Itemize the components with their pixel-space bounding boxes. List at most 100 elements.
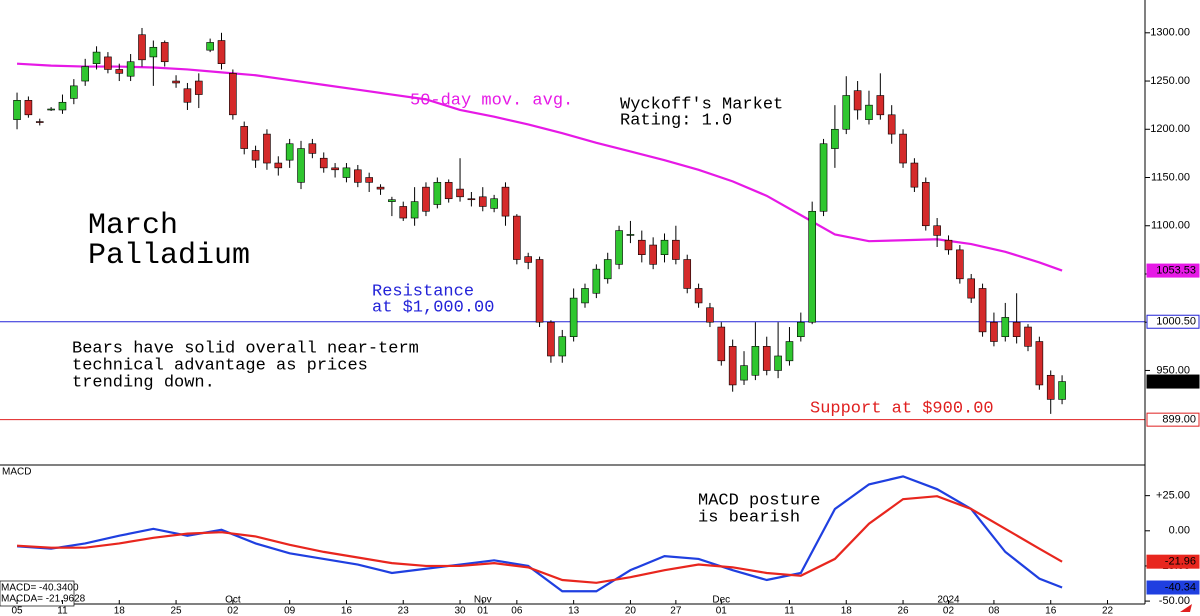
candle-body [365, 177, 373, 183]
y-tick-label: 0.00 [1169, 525, 1190, 537]
x-tick-label: 16 [341, 606, 353, 616]
candle-body [706, 307, 714, 323]
candle-body [149, 46, 158, 58]
annotation: technical advantage as prices [72, 356, 368, 375]
series-line [16, 62, 1063, 272]
candle-body [910, 162, 919, 188]
candle-body [513, 215, 521, 260]
candle-body [1012, 321, 1021, 337]
candle-body [24, 100, 33, 116]
candle-body [808, 210, 816, 323]
legend-entry: MACDA= -21.9628 [1, 594, 86, 605]
x-tick-label: 02 [227, 606, 239, 616]
candle-body [240, 126, 249, 149]
candle-body [399, 206, 408, 219]
candle-body [297, 148, 305, 183]
candle-body [104, 56, 112, 70]
legend-box [0, 580, 75, 607]
value-tag [1146, 374, 1200, 389]
value-tag [1146, 314, 1200, 329]
value-tag [1146, 580, 1200, 595]
arrow-icon [1180, 604, 1192, 612]
candle-body [501, 186, 510, 217]
candle-body [263, 133, 271, 164]
candle-body [683, 259, 692, 289]
x-tick-label: 01 [477, 606, 489, 616]
candle-body [444, 182, 453, 200]
x-tick-label: 01 [716, 606, 728, 616]
candle-body [81, 66, 89, 82]
series-line [16, 495, 1063, 584]
value-tag [1146, 554, 1200, 569]
x-tick-label: 26 [897, 606, 909, 616]
series-line [16, 475, 1063, 593]
x-tick-label: 06 [511, 606, 523, 616]
candle-body [774, 355, 782, 371]
value-tag-label: 1000.50 [1156, 316, 1196, 328]
annotation: Bears have solid overall near-term [72, 339, 419, 358]
candle-body [410, 201, 419, 219]
candle-body [183, 88, 192, 103]
x-tick-label: 13 [568, 606, 580, 616]
value-tag-label: 1053.53 [1156, 264, 1196, 276]
x-tick-label: 22 [1102, 606, 1114, 616]
x-tick-label: 25 [171, 606, 183, 616]
annotation: Support at $900.00 [810, 399, 994, 418]
candle-body [944, 239, 953, 251]
candle-body [626, 234, 635, 236]
candle-body [354, 169, 362, 183]
value-tag-label: -21.96 [1165, 556, 1196, 568]
month-label: 2024 [937, 595, 960, 606]
candle-body [422, 186, 430, 212]
y-tick-label: +25.00 [1156, 490, 1190, 502]
candle-body [887, 114, 896, 135]
candle-body [376, 186, 385, 190]
candle-body [490, 198, 498, 209]
candle-body [728, 346, 737, 386]
candle-body [13, 100, 21, 120]
candle-body [547, 321, 555, 357]
annotation: Rating: 1.0 [620, 111, 732, 130]
x-tick-label: 02 [943, 606, 955, 616]
ma-label: 50-day mov. avg. [410, 91, 573, 110]
candle-body [138, 34, 146, 61]
candle-body [558, 336, 567, 357]
x-tick-label: 11 [57, 606, 68, 616]
value-tag [1146, 412, 1200, 427]
candle-body [785, 341, 794, 362]
candle-body [649, 244, 657, 265]
candle-body [274, 162, 283, 169]
candle-body [172, 80, 180, 84]
x-tick-label: 08 [988, 606, 1000, 616]
candle-body [592, 268, 601, 294]
y-tick-label: 950.00 [1156, 364, 1190, 376]
annotation: Resistance [372, 282, 474, 301]
candle-body [388, 199, 396, 202]
candle-body [865, 104, 873, 120]
y-tick-label: 1100.00 [1151, 220, 1190, 232]
candle-body [524, 256, 532, 263]
candle-body [899, 133, 907, 164]
candle-body [217, 40, 226, 64]
candle-body [535, 259, 544, 323]
candle-body [194, 80, 203, 95]
candle-body [308, 143, 317, 154]
annotation: is bearish [698, 508, 800, 527]
annotation: at $1,000.00 [372, 298, 494, 317]
y-tick-label: -50.00 [1159, 595, 1190, 607]
candle-body [126, 61, 135, 77]
candle-body [569, 297, 578, 337]
value-tag-label: 899.00 [1162, 414, 1196, 426]
y-tick-label: 1250.00 [1150, 75, 1190, 87]
candle-body [1035, 341, 1044, 386]
candle-body [751, 346, 760, 376]
candle-body [615, 230, 623, 265]
candle-body [456, 188, 464, 198]
candle-body [1001, 317, 1010, 337]
candle-body [47, 108, 55, 111]
x-tick-label: 18 [114, 606, 126, 616]
candle-body [797, 321, 805, 337]
candle-body [842, 95, 851, 130]
candle-body [978, 288, 987, 333]
x-tick-label: 09 [284, 606, 296, 616]
